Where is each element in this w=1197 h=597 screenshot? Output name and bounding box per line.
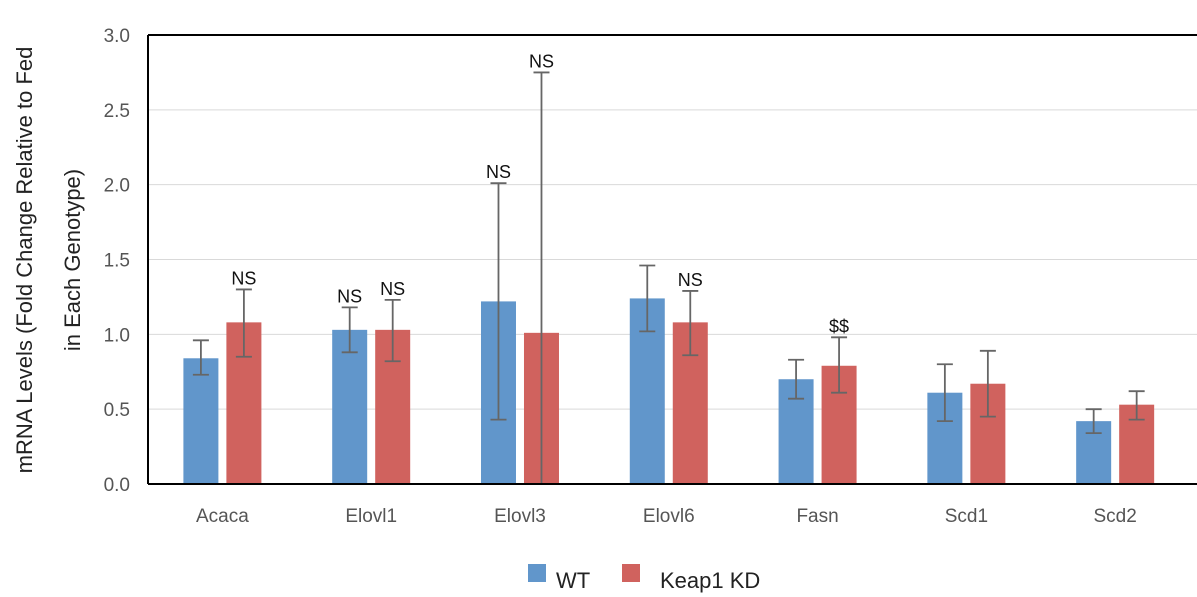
- legend: WT Keap1 KD: [528, 564, 760, 593]
- significance-label: NS: [678, 270, 703, 290]
- bar: [183, 358, 219, 484]
- x-tick-label: Scd1: [945, 506, 988, 527]
- x-tick-label: Elovl6: [643, 506, 695, 527]
- y-axis-title-line1: mRNA Levels (Fold Change Relative to Fed: [12, 47, 37, 474]
- x-tick-label: Acaca: [196, 506, 249, 527]
- significance-label: NS: [380, 279, 405, 299]
- bars: [183, 298, 1155, 484]
- significance-label: NS: [337, 286, 362, 306]
- legend-label: WT: [556, 568, 590, 593]
- gridlines: [148, 109, 1197, 410]
- x-tick-label: Scd2: [1094, 506, 1137, 527]
- legend-label: Keap1 KD: [660, 568, 760, 593]
- x-tick-label: Fasn: [796, 506, 838, 527]
- axes: 0.0 0.5 1.0 1.5 2.0 2.5 3.0 Acaca Elovl1 Elovl3 El…: [104, 26, 1197, 527]
- y-tick-label: 0.5: [104, 400, 130, 421]
- significance-label: NS: [529, 51, 554, 71]
- x-tick-label: Elovl1: [345, 506, 397, 527]
- y-tick-label: 1.5: [104, 251, 130, 272]
- bar: [332, 329, 368, 484]
- significance-label: $$: [829, 316, 849, 336]
- x-tick-label: Elovl3: [494, 506, 546, 527]
- y-axis-title-line2: in Each Genotype): [60, 169, 85, 351]
- annotations: NS NS NS NS NS NS $$: [231, 51, 849, 336]
- error-bars: [192, 71, 1145, 485]
- y-tick-label: 0.0: [104, 475, 130, 496]
- y-tick-label: 2.0: [104, 176, 130, 197]
- significance-label: NS: [231, 268, 256, 288]
- legend-swatch: [622, 564, 640, 582]
- y-tick-label: 1.0: [104, 325, 130, 346]
- legend-swatch: [528, 564, 546, 582]
- y-tick-label: 3.0: [104, 26, 130, 47]
- significance-label: NS: [486, 162, 511, 182]
- y-tick-label: 2.5: [104, 101, 130, 122]
